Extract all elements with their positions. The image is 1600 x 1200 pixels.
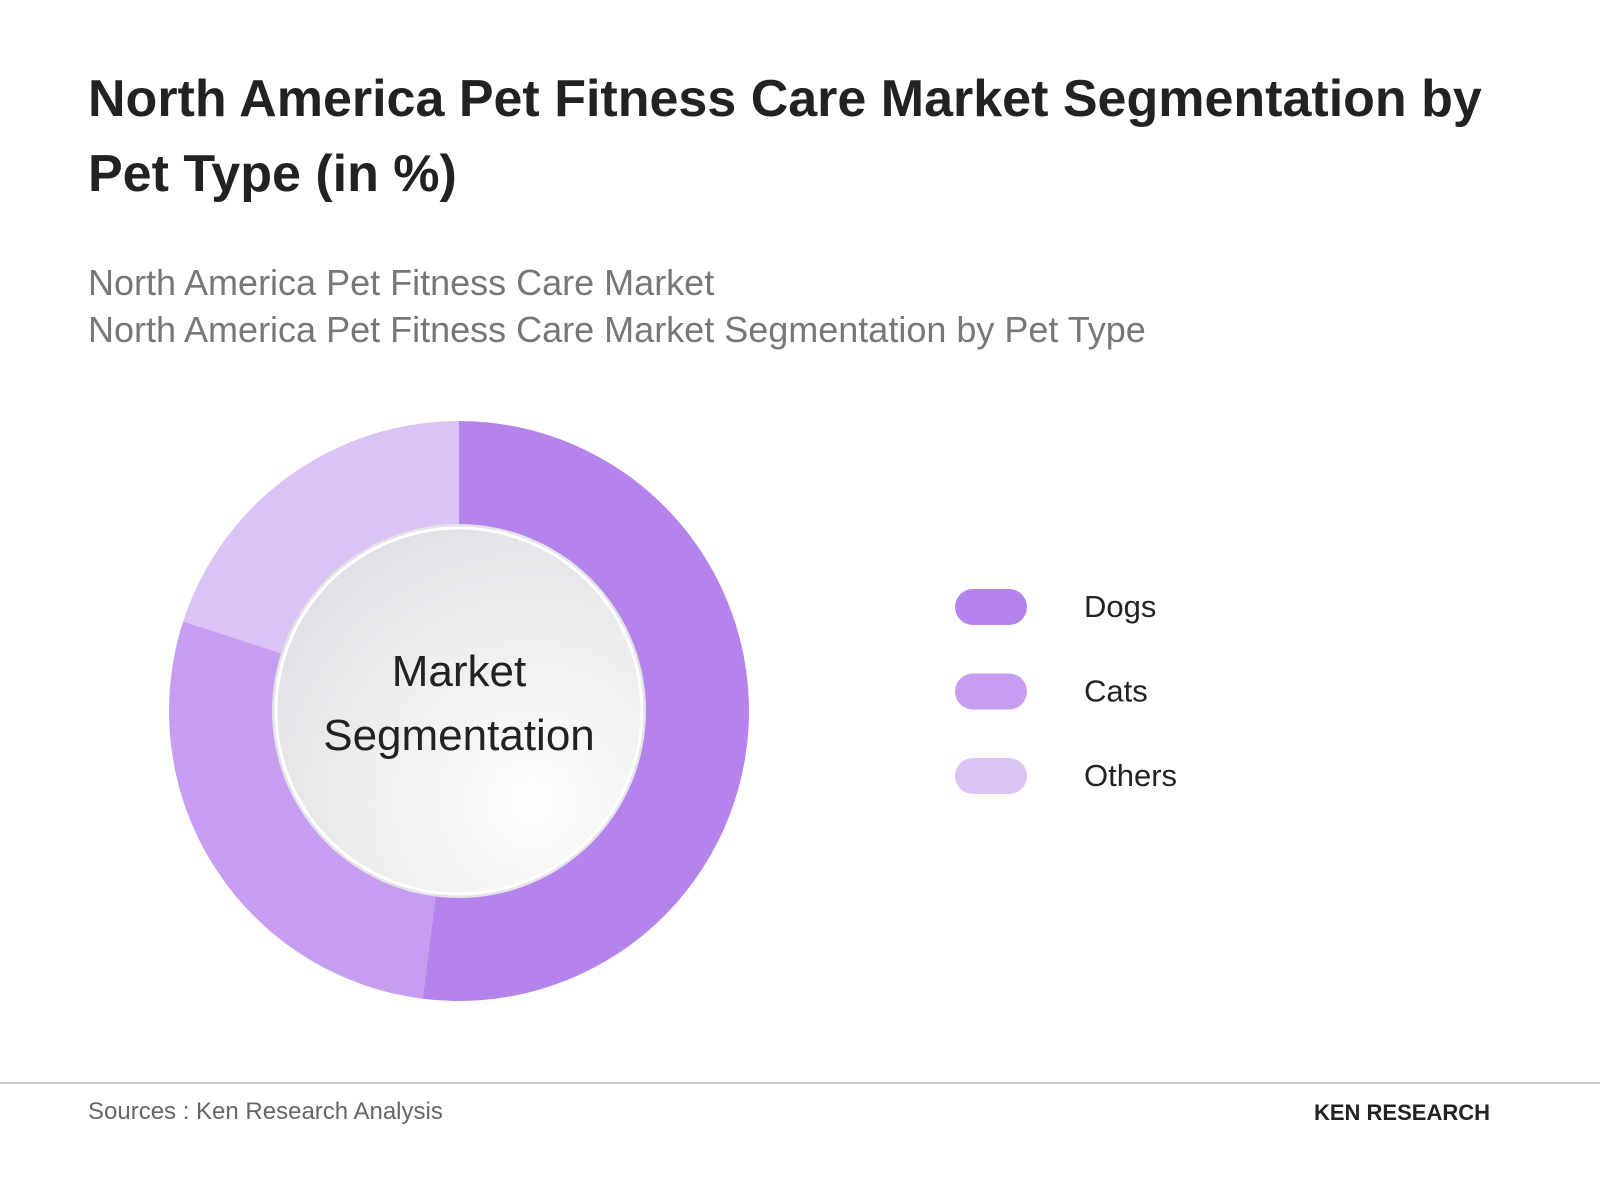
sources: Sources : Ken Research Analysis: [88, 1098, 443, 1125]
legend-swatch: [955, 758, 1027, 794]
donut-hole: [274, 526, 644, 896]
legend-label: Others: [1084, 758, 1177, 793]
legend-swatch: [955, 673, 1027, 710]
subtitle: North America Pet Fitness Care Market: [88, 262, 715, 303]
footer-rule: [0, 1082, 1600, 1084]
legend-label: Cats: [1084, 674, 1148, 709]
legend-swatch: [955, 589, 1027, 625]
chart: Dogs Cats Others: [169, 421, 1177, 1001]
center-label: Market Segmentation: [323, 647, 595, 760]
subtitle: North America Pet Fitness Care Market Se…: [88, 309, 1146, 350]
logo: KEN RESEARCH: [1313, 1100, 1490, 1125]
legend-label: Dogs: [1084, 589, 1156, 624]
chart-title: North America Pet Fitness Care Market Se…: [88, 70, 1482, 203]
